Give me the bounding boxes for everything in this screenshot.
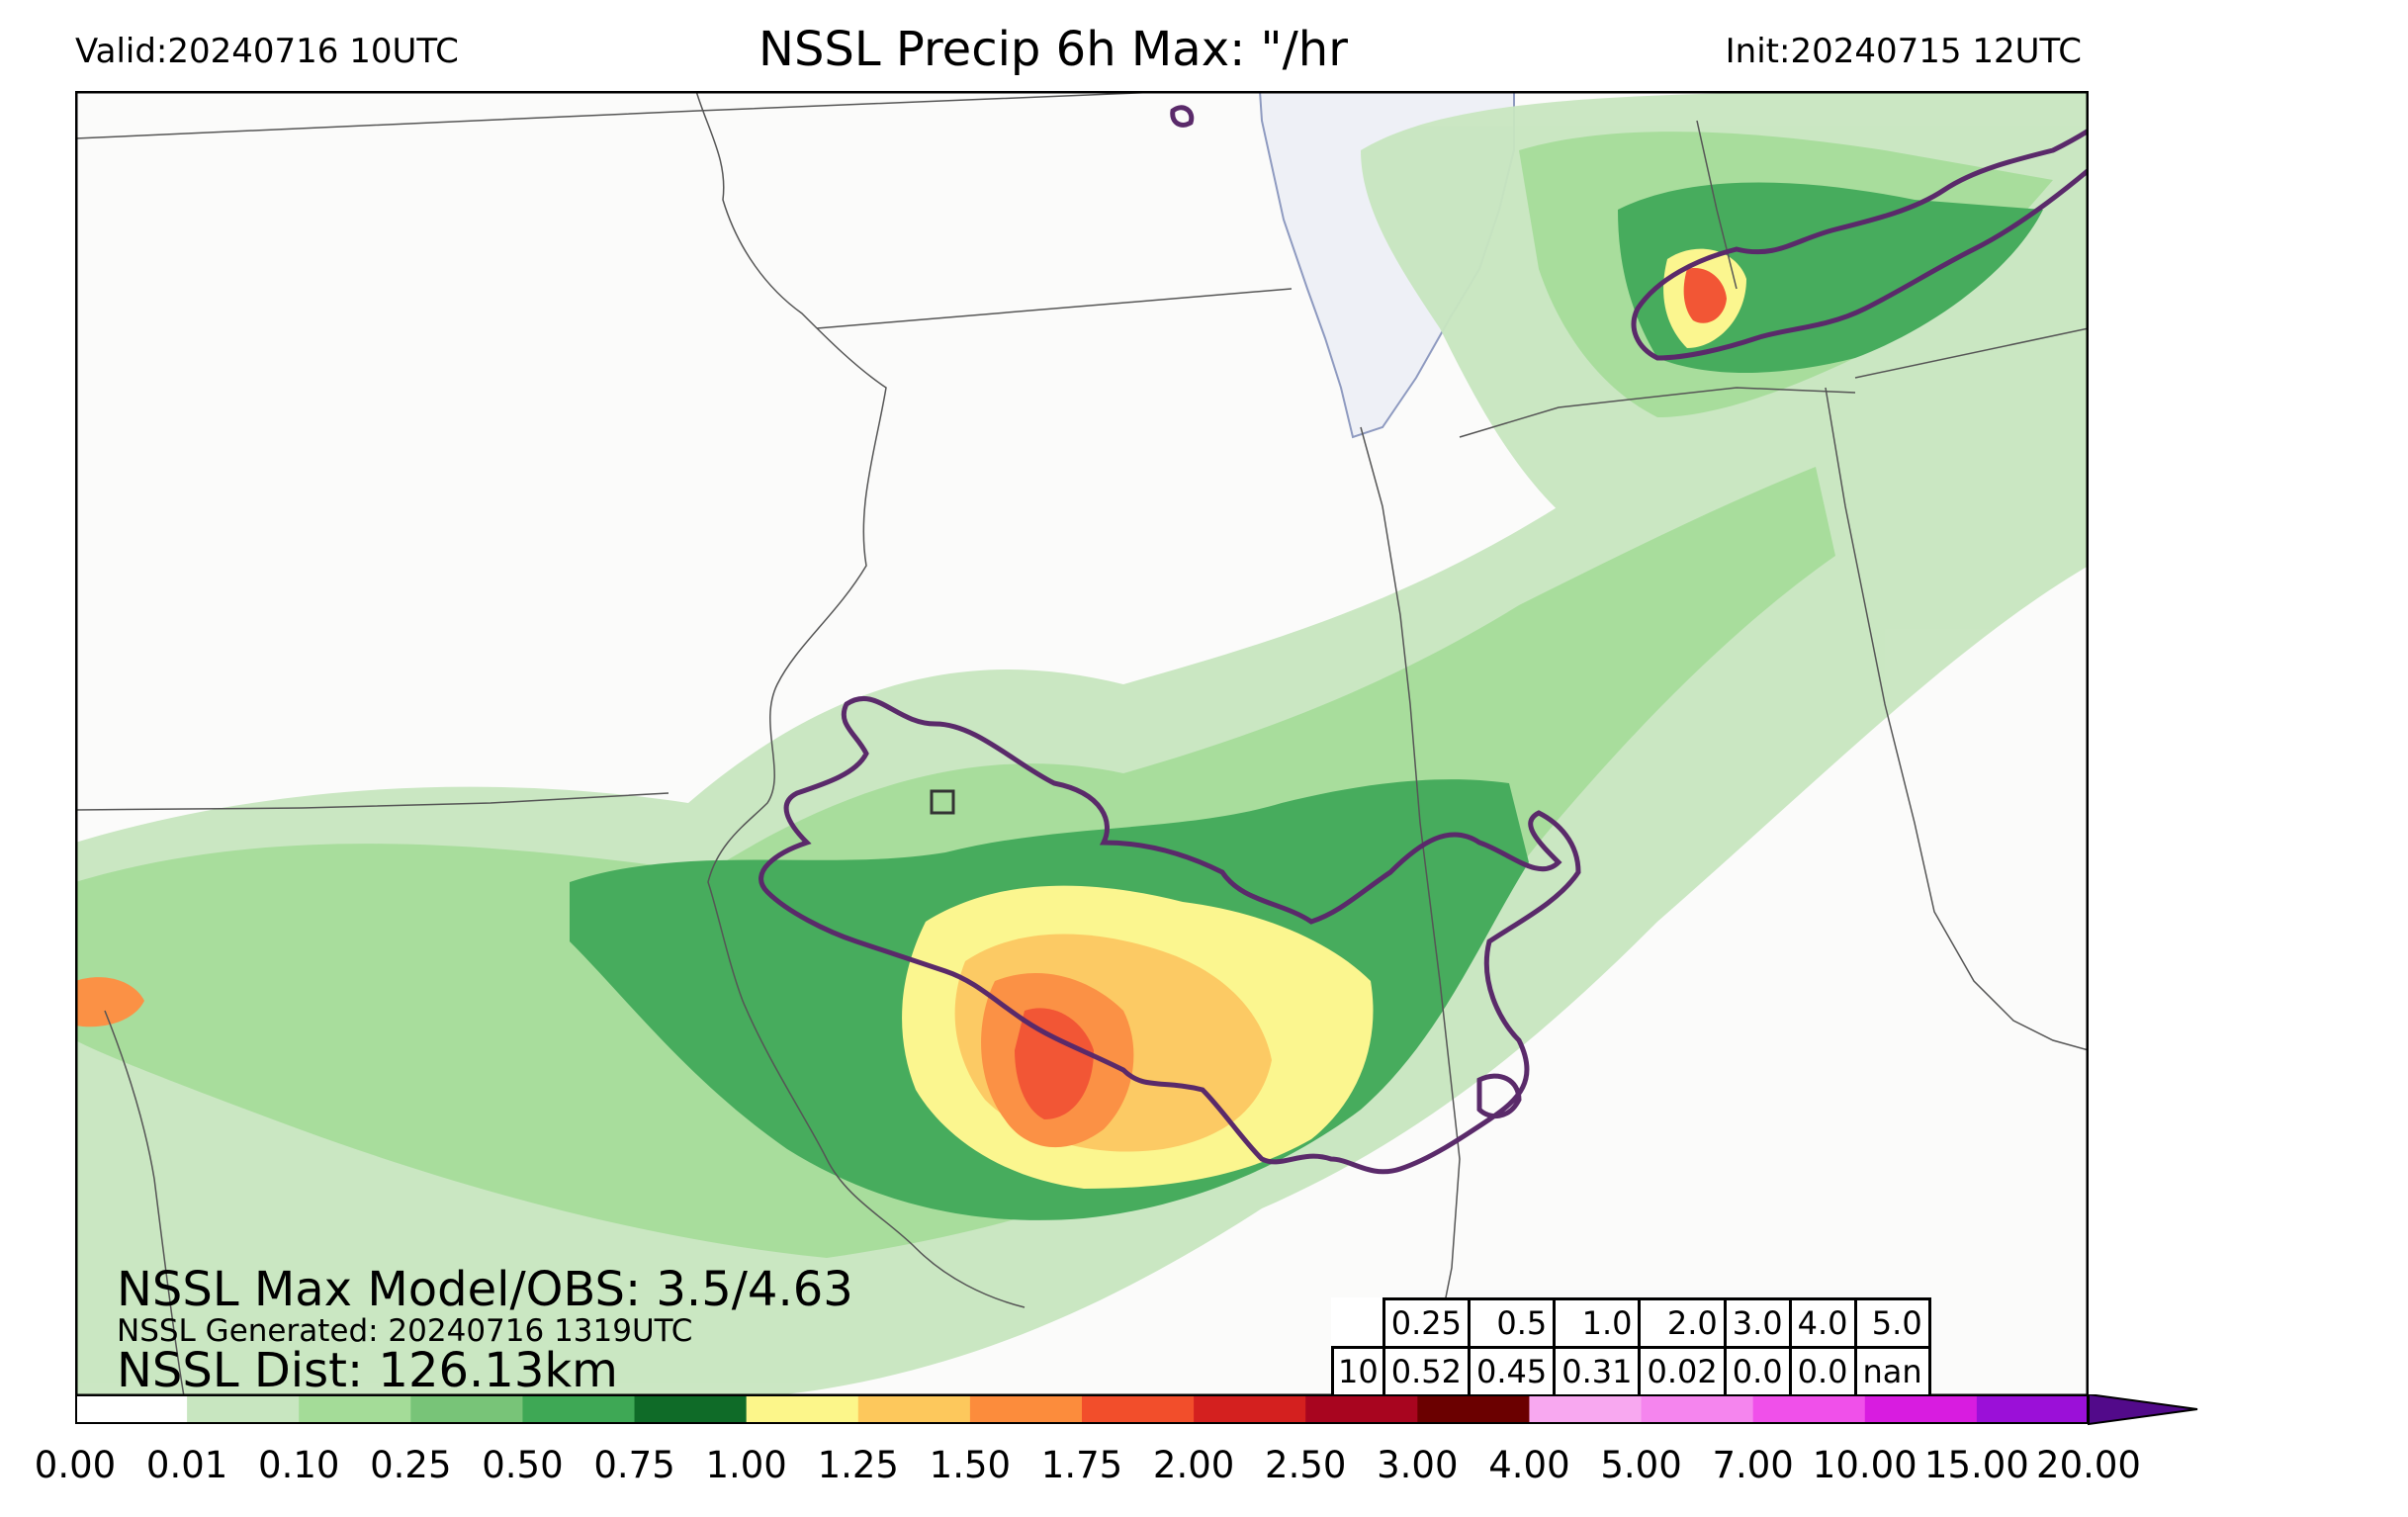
value-cell: 0.0 bbox=[1788, 1346, 1857, 1397]
threshold-cell: 5.0 bbox=[1853, 1297, 1931, 1349]
colorbar-tick-label: 10.00 bbox=[1812, 1444, 1917, 1486]
colorbar-frame bbox=[75, 1394, 2089, 1424]
colorbar-ticks: 0.00 0.01 0.10 0.25 0.50 0.75 1.00 1.25 1.50 1.75… bbox=[0, 1444, 2408, 1503]
colorbar-tick-label: 0.75 bbox=[593, 1444, 675, 1486]
generated-time-text: NSSL Generated: 20240716 1319UTC bbox=[117, 1313, 693, 1349]
colorbar-tick-label: 20.00 bbox=[2036, 1444, 2141, 1486]
precip-map bbox=[75, 91, 2089, 1396]
colorbar bbox=[75, 1394, 2198, 1426]
init-time-label: Init:20240715 12UTC bbox=[1725, 32, 2082, 71]
colorbar-extend-arrow bbox=[2088, 1394, 2198, 1426]
colorbar-tick-label: 0.00 bbox=[34, 1444, 117, 1486]
precip-field bbox=[75, 91, 2089, 1396]
colorbar-segment bbox=[1752, 1394, 1866, 1424]
colorbar-tick-label: 7.00 bbox=[1712, 1444, 1794, 1486]
colorbar-tick-label: 15.00 bbox=[1923, 1444, 2029, 1486]
value-cell: 0.0 bbox=[1723, 1346, 1792, 1397]
colorbar-segment bbox=[969, 1394, 1083, 1424]
colorbar-segment bbox=[410, 1394, 523, 1424]
threshold-cell: 4.0 bbox=[1788, 1297, 1857, 1349]
colorbar-tick-label: 2.00 bbox=[1152, 1444, 1235, 1486]
value-cell: 0.31 bbox=[1553, 1346, 1642, 1397]
value-row: 10 0.52 0.45 0.31 0.02 0.0 0.0 nan bbox=[1331, 1346, 1931, 1397]
value-cell: 0.52 bbox=[1382, 1346, 1471, 1397]
colorbar-segment bbox=[522, 1394, 636, 1424]
threshold-cell: 0.25 bbox=[1382, 1297, 1471, 1349]
colorbar-segment bbox=[746, 1394, 859, 1424]
colorbar-segment bbox=[1864, 1394, 1978, 1424]
colorbar-segment bbox=[1194, 1394, 1306, 1424]
colorbar-segment bbox=[187, 1394, 300, 1424]
valid-time-label: Valid:20240716 10UTC bbox=[75, 32, 459, 71]
threshold-cell: 0.5 bbox=[1467, 1297, 1557, 1349]
colorbar-tick-label: 2.50 bbox=[1265, 1444, 1347, 1486]
colorbar-segment bbox=[1417, 1394, 1530, 1424]
colorbar-tick-label: 0.50 bbox=[482, 1444, 564, 1486]
row-label-cell: 10 bbox=[1331, 1346, 1385, 1397]
plot-title: NSSL Precip 6h Max: "/hr bbox=[758, 22, 1348, 77]
value-cell: 0.02 bbox=[1638, 1346, 1727, 1397]
colorbar-segment bbox=[857, 1394, 971, 1424]
colorbar-segment bbox=[1976, 1394, 2090, 1424]
colorbar-tick-label: 1.50 bbox=[929, 1444, 1012, 1486]
colorbar-tick-label: 0.01 bbox=[145, 1444, 228, 1486]
colorbar-segment bbox=[634, 1394, 748, 1424]
table-corner bbox=[1333, 1299, 1384, 1348]
threshold-cell: 2.0 bbox=[1638, 1297, 1727, 1349]
colorbar-segment bbox=[1305, 1394, 1418, 1424]
colorbar-tick-label: 1.00 bbox=[705, 1444, 787, 1486]
colorbar-segment bbox=[1641, 1394, 1754, 1424]
value-cell: 0.45 bbox=[1467, 1346, 1557, 1397]
colorbar-segment bbox=[1082, 1394, 1195, 1424]
colorbar-tick-label: 1.25 bbox=[817, 1444, 899, 1486]
threshold-cell: 3.0 bbox=[1723, 1297, 1792, 1349]
colorbar-tick-label: 0.10 bbox=[258, 1444, 340, 1486]
colorbar-tick-label: 0.25 bbox=[370, 1444, 452, 1486]
threshold-row: 0.25 0.5 1.0 2.0 3.0 4.0 5.0 bbox=[1333, 1297, 1931, 1349]
colorbar-tick-label: 1.75 bbox=[1040, 1444, 1123, 1486]
colorbar-tick-label: 4.00 bbox=[1488, 1444, 1570, 1486]
max-model-obs-text: NSSL Max Model/OBS: 3.5/4.63 bbox=[117, 1262, 853, 1317]
distance-text: NSSL Dist: 126.13km bbox=[117, 1343, 618, 1398]
colorbar-tick-label: 5.00 bbox=[1600, 1444, 1682, 1486]
colorbar-segment bbox=[299, 1394, 411, 1424]
threshold-cell: 1.0 bbox=[1553, 1297, 1642, 1349]
value-cell: nan bbox=[1853, 1346, 1931, 1397]
colorbar-tick-label: 3.00 bbox=[1377, 1444, 1459, 1486]
colorbar-segment bbox=[75, 1394, 188, 1424]
colorbar-segment bbox=[1529, 1394, 1643, 1424]
threshold-table: 0.25 0.5 1.0 2.0 3.0 4.0 5.0 10 0.52 0.45 0.31 0.0… bbox=[1331, 1297, 1931, 1397]
